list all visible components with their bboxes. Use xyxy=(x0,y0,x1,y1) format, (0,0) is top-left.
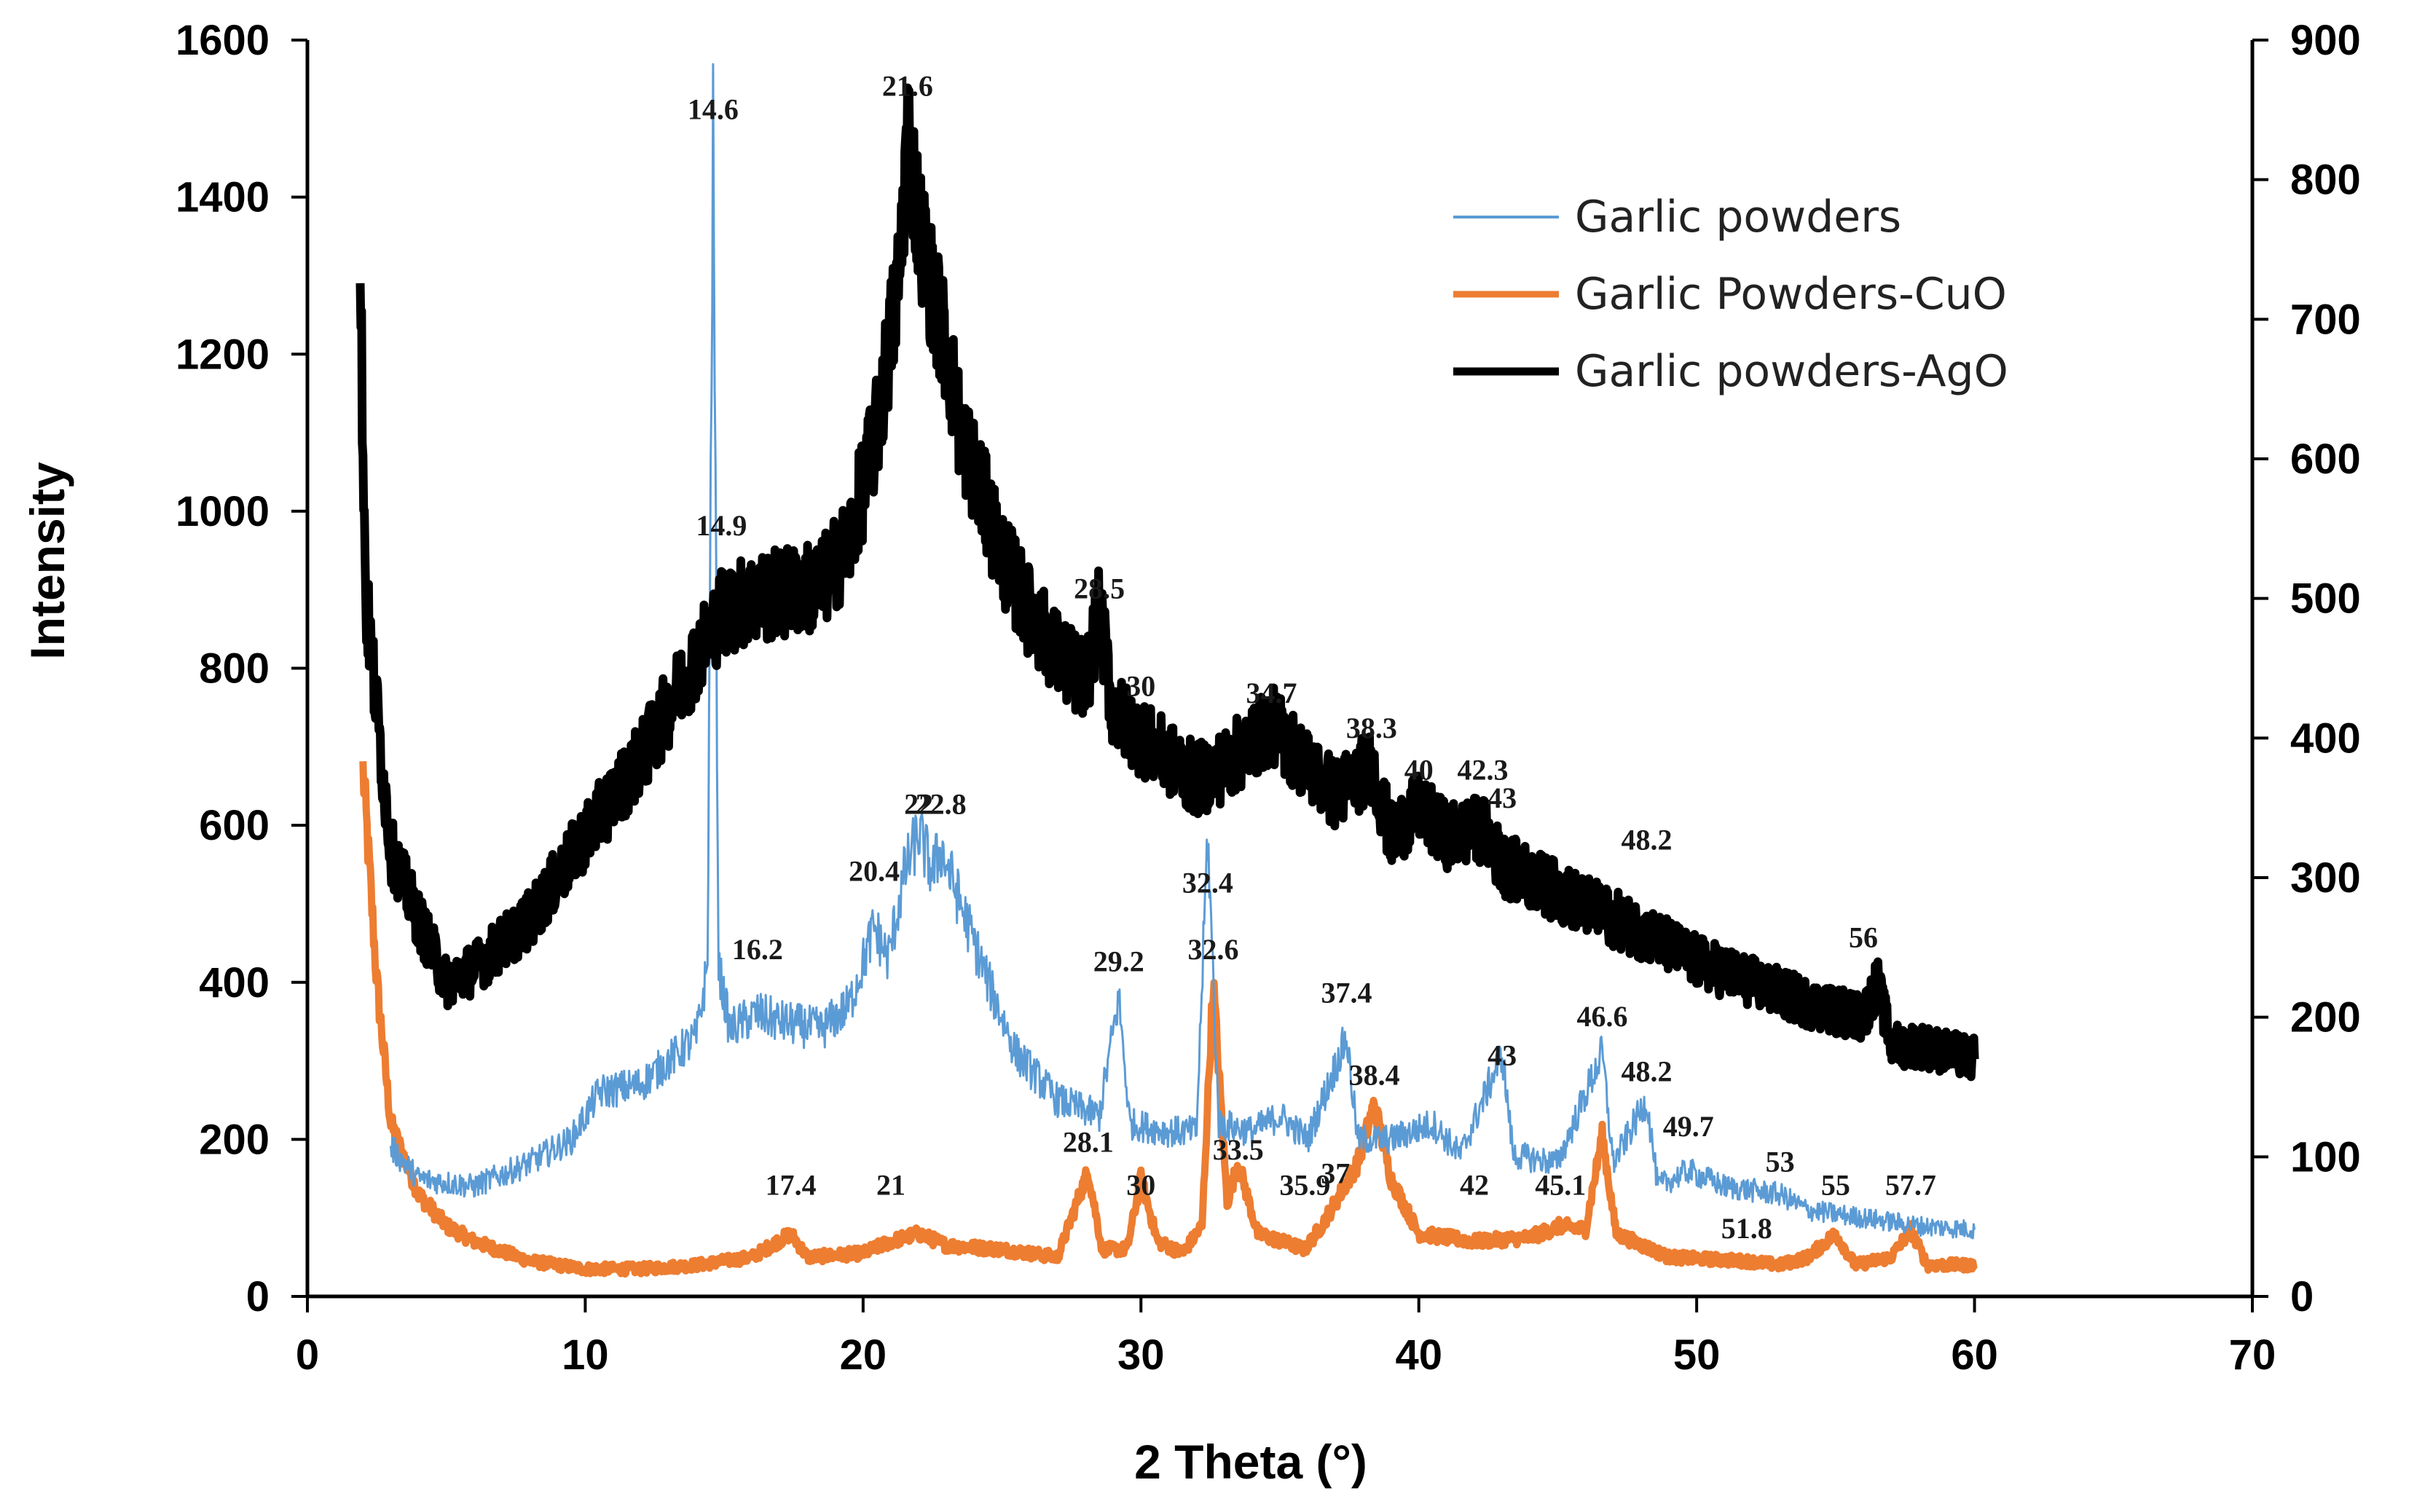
peak-label: 46.6 xyxy=(1576,1000,1627,1033)
peak-label: 35.9 xyxy=(1279,1169,1330,1202)
y-tick-label: 400 xyxy=(199,959,270,1007)
peak-label: 14.6 xyxy=(688,93,739,126)
peak-label: 28.1 xyxy=(1063,1125,1114,1158)
y-tick-label: 800 xyxy=(199,645,270,693)
y-tick-label: 600 xyxy=(199,802,270,849)
peak-label: 42.3 xyxy=(1457,753,1508,786)
peak-label: 29.2 xyxy=(1093,945,1144,977)
peak-label: 40 xyxy=(1404,753,1434,786)
series-line-garlic-powders xyxy=(389,63,1976,1240)
peak-label: 48.2 xyxy=(1621,1055,1672,1087)
peak-label: 51.8 xyxy=(1721,1212,1772,1245)
x-tick-label: 20 xyxy=(840,1331,887,1379)
x-tick-label: 60 xyxy=(1951,1331,1998,1379)
peak-label: 32.6 xyxy=(1187,933,1238,966)
y-tick-label: 0 xyxy=(246,1273,270,1320)
y2-tick-label: 700 xyxy=(2290,296,2361,343)
series-line-garlic-powders-ago xyxy=(355,83,1979,1082)
peak-label: 56 xyxy=(1849,921,1878,953)
peak-label: 57.7 xyxy=(1885,1169,1936,1202)
peak-label: 16.2 xyxy=(732,933,783,966)
peak-label: 21 xyxy=(876,1169,905,1202)
x-tick-label: 0 xyxy=(296,1331,319,1379)
peak-label: 28.5 xyxy=(1074,572,1125,605)
peak-label: 38.4 xyxy=(1349,1059,1400,1092)
peak-label: 43 xyxy=(1487,781,1517,814)
x-tick-label: 50 xyxy=(1673,1331,1721,1379)
x-tick-label: 70 xyxy=(2229,1331,2276,1379)
legend-label-garlic-powders-cuo: Garlic Powders-CuO xyxy=(1575,269,2007,320)
peak-label: 21.6 xyxy=(882,69,933,102)
peak-label: 37.4 xyxy=(1321,976,1372,1009)
peak-label: 20.4 xyxy=(849,854,900,887)
peak-label: 42 xyxy=(1460,1169,1489,1202)
peak-label: 55 xyxy=(1821,1169,1850,1202)
legend-label-garlic-powders: Garlic powders xyxy=(1575,192,1901,243)
peak-label: 14.9 xyxy=(696,509,747,542)
plot-series-layer xyxy=(355,63,1979,1278)
peak-label: 30 xyxy=(1126,669,1155,702)
y2-tick-label: 500 xyxy=(2290,575,2361,623)
y-tick-label: 200 xyxy=(199,1116,270,1163)
peak-label: 22 xyxy=(904,788,933,821)
y2-tick-label: 100 xyxy=(2290,1133,2361,1181)
peak-label: 22.8 xyxy=(916,788,967,821)
series-line-garlic-powders-cuo xyxy=(359,761,1978,1278)
y2-tick-label: 300 xyxy=(2290,854,2361,902)
x-tick-label: 10 xyxy=(562,1331,609,1379)
y-tick-label: 1000 xyxy=(176,488,270,535)
legend-label-garlic-powders-ago: Garlic powders-AgO xyxy=(1575,346,2008,397)
y2-tick-label: 400 xyxy=(2290,714,2361,762)
peak-label: 53 xyxy=(1766,1145,1795,1178)
tick-layer: 0 10 20 30 40 50 60 700200400600800100012001400… xyxy=(176,17,2361,1379)
y2-tick-label: 600 xyxy=(2290,436,2361,483)
peak-label: 32.4 xyxy=(1182,867,1233,899)
y2-tick-label: 200 xyxy=(2290,994,2361,1042)
peak-label: 17.4 xyxy=(766,1169,817,1202)
y-axis-title: Intensity xyxy=(20,462,74,660)
y-tick-label: 1400 xyxy=(176,174,270,221)
y-tick-label: 1600 xyxy=(176,17,270,64)
peak-label: 33.5 xyxy=(1213,1133,1264,1166)
peak-label: 38.3 xyxy=(1346,712,1397,744)
x-tick-label: 30 xyxy=(1117,1331,1165,1379)
peak-label: 37 xyxy=(1321,1157,1350,1189)
y-tick-label: 1200 xyxy=(176,331,270,378)
axes-layer xyxy=(305,40,2255,1299)
peak-label: 43 xyxy=(1487,1039,1517,1072)
x-axis-title: 2 Theta (°) xyxy=(1134,1435,1367,1489)
peak-label: 30 xyxy=(1126,1169,1155,1202)
peak-label: 34.7 xyxy=(1246,677,1297,709)
peak-label: 45.1 xyxy=(1535,1169,1586,1202)
peak-label: 48.2 xyxy=(1621,823,1672,856)
y2-tick-label: 0 xyxy=(2290,1273,2314,1320)
x-tick-label: 40 xyxy=(1395,1331,1442,1379)
y2-tick-label: 900 xyxy=(2290,17,2361,64)
peak-label: 49.7 xyxy=(1663,1110,1714,1143)
y2-tick-label: 800 xyxy=(2290,157,2361,204)
legend: Garlic powders Garlic Powders-CuO Garlic… xyxy=(1453,192,2008,397)
